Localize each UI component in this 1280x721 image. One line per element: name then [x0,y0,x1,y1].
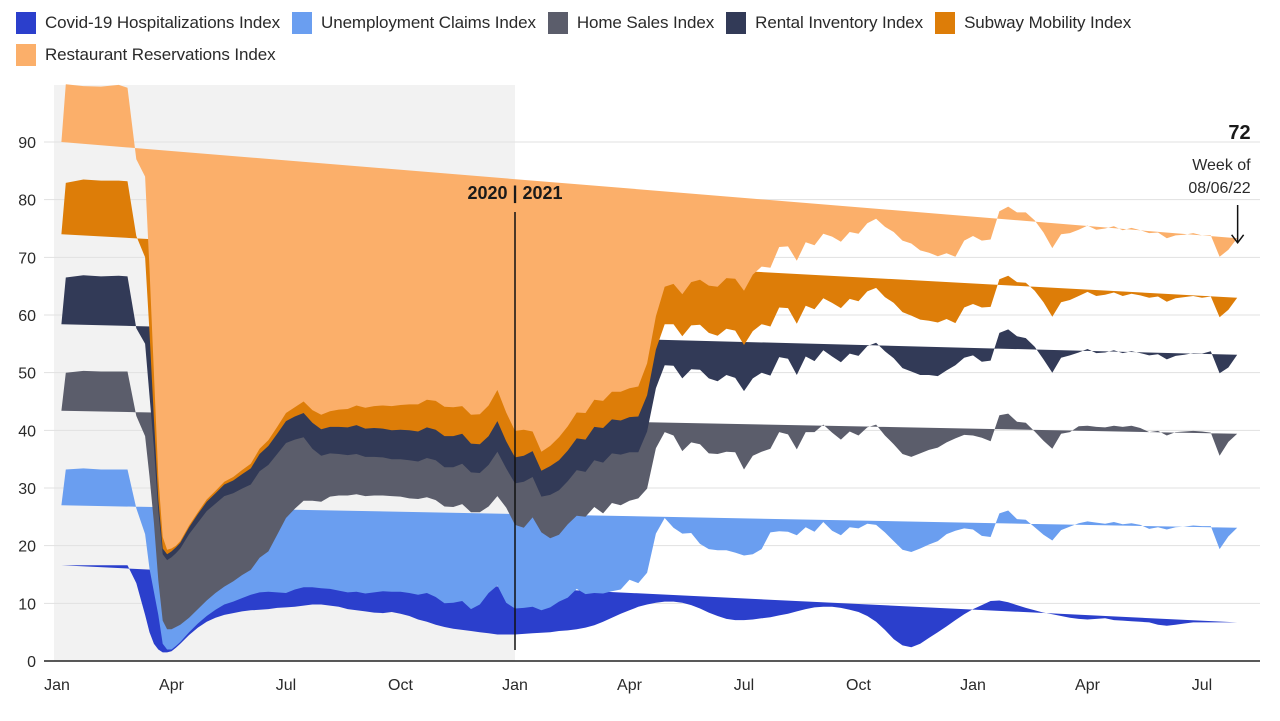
legend-item-restaurant: Restaurant Reservations Index [16,42,276,68]
y-tick-label: 30 [18,481,36,498]
y-tick-label: 60 [18,308,36,325]
legend-label: Restaurant Reservations Index [45,45,276,64]
legend-label: Subway Mobility Index [964,13,1132,32]
year-divider-label: 2020 | 2021 [467,183,562,203]
y-tick-label: 50 [18,366,36,383]
y-tick-label: 10 [18,596,36,613]
chart-legend: Covid-19 Hospitalizations Index Unemploy… [16,10,1256,68]
x-tick-label: Jul [734,677,754,694]
legend-label: Home Sales Index [576,13,715,32]
y-tick-label: 0 [27,654,36,671]
legend-item-home-sales: Home Sales Index [547,10,715,36]
area-unemployment-claims-index [61,468,1238,650]
x-tick-label: Apr [617,677,643,694]
legend-swatch [16,44,36,66]
legend-swatch [726,12,747,34]
y-tick-label: 40 [18,423,36,440]
x-tick-label: Jul [1192,677,1212,694]
x-axis-ticks: Jan Apr Jul Oct Jan Apr Jul Oct Jan Apr Jul [44,677,1212,694]
area-restaurant-reservations-index [61,84,1238,550]
area-layers [61,84,1238,653]
down-arrow-icon [1231,205,1245,245]
x-tick-label: Jan [44,677,70,694]
callout-week-label: Week of [1192,157,1251,174]
callout-date: 08/06/22 [1188,180,1250,197]
legend-label: Unemployment Claims Index [321,13,536,32]
legend-swatch [547,12,568,34]
legend-item-covid: Covid-19 Hospitalizations Index [16,10,280,36]
y-tick-label: 80 [18,193,36,210]
legend-item-rental: Rental Inventory Index [726,10,923,36]
y-tick-label: 70 [18,250,36,267]
x-tick-label: Apr [159,677,185,694]
legend-swatch [16,12,36,34]
y-tick-label: 90 [18,135,36,152]
legend-item-unemployment: Unemployment Claims Index [292,10,536,36]
y-axis-ticks: 0 10 20 30 40 50 60 70 80 90 [18,135,36,671]
x-tick-label: Oct [388,677,413,694]
legend-swatch [292,12,313,34]
x-tick-label: Jan [502,677,528,694]
y-tick-label: 20 [18,539,36,556]
legend-item-subway: Subway Mobility Index [935,10,1131,36]
legend-label: Rental Inventory Index [755,13,924,32]
legend-label: Covid-19 Hospitalizations Index [45,13,281,32]
x-tick-label: Jan [960,677,986,694]
x-tick-label: Apr [1075,677,1101,694]
x-tick-label: Jul [276,677,296,694]
callout-value: 72 [1228,122,1250,144]
legend-swatch [935,12,956,34]
x-tick-label: Oct [846,677,871,694]
